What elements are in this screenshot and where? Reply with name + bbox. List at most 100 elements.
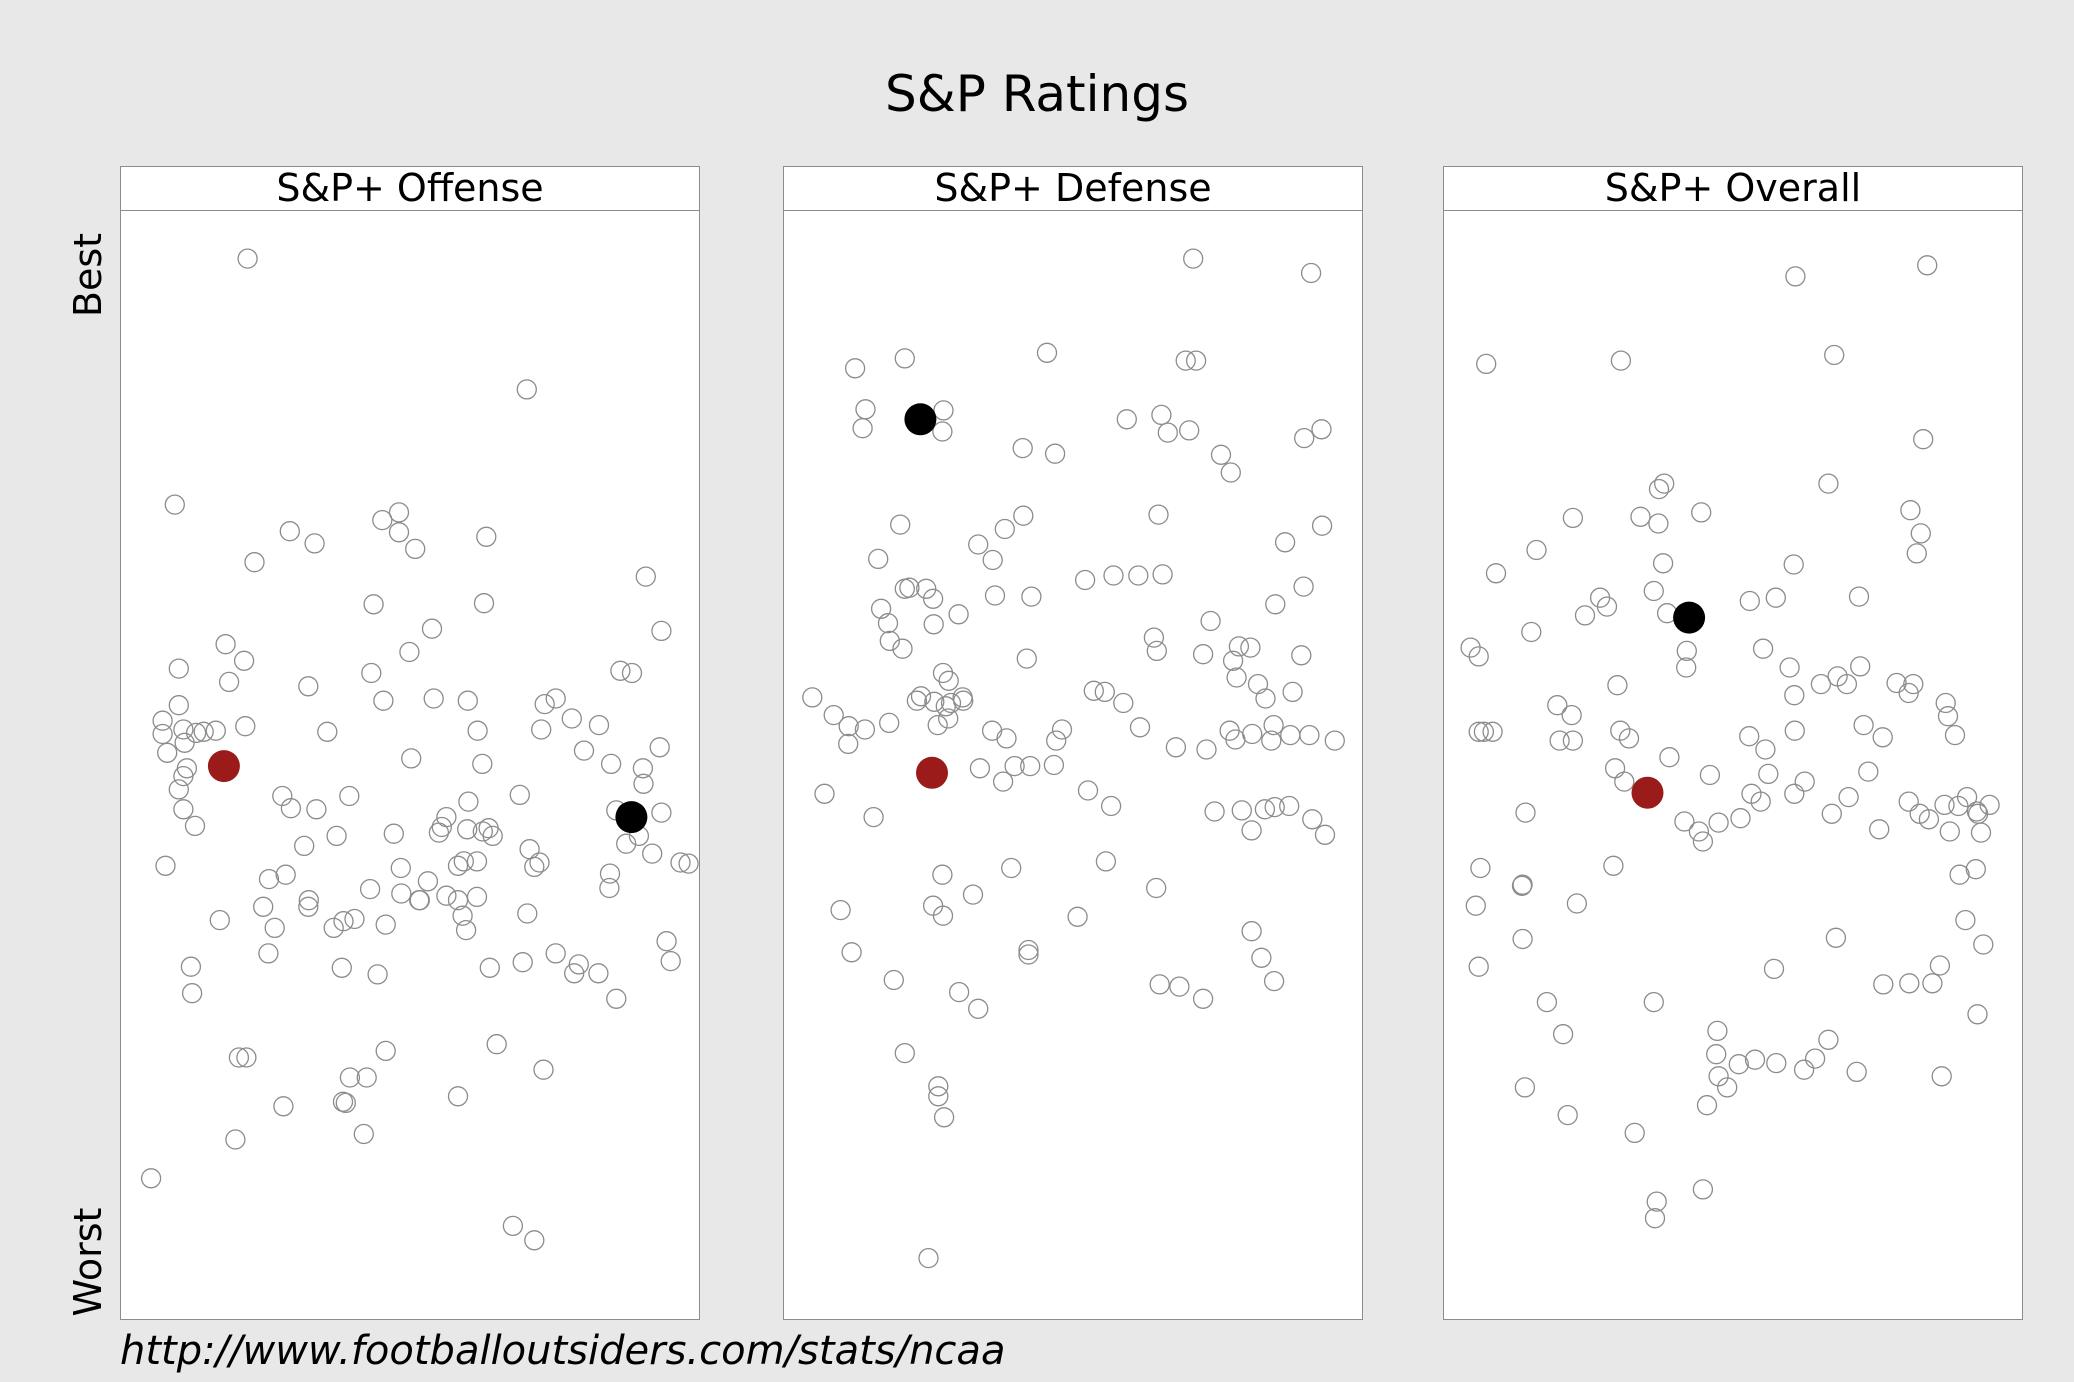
offense-scatter-plot: [140, 248, 699, 1251]
team-point: [844, 358, 866, 379]
team-point: [1294, 427, 1315, 449]
team-point: [1311, 515, 1333, 536]
team-point: [1899, 973, 1920, 994]
team-point: [253, 896, 274, 917]
team-point: [391, 883, 412, 904]
team-point: [467, 720, 488, 741]
team-point: [922, 588, 944, 609]
team-point: [155, 855, 176, 876]
team-point: [1511, 875, 1533, 896]
team-point: [237, 248, 258, 269]
team-point: [1562, 507, 1584, 529]
team-point: [1482, 721, 1503, 742]
team-point: [1610, 720, 1631, 741]
team-point: [140, 1168, 162, 1189]
team-point: [854, 719, 876, 740]
team-point: [1692, 831, 1714, 852]
team-point: [852, 418, 873, 439]
team-point: [375, 914, 396, 935]
team-point: [1918, 809, 1940, 830]
team-point: [1179, 420, 1200, 441]
team-point: [1067, 906, 1088, 927]
team-point: [1515, 802, 1536, 823]
team-point: [1094, 681, 1115, 703]
team-point: [399, 641, 420, 663]
team-point: [1630, 506, 1651, 527]
team-point: [838, 733, 859, 755]
team-point: [1280, 724, 1301, 746]
team-point: [184, 815, 206, 837]
team-point: [670, 852, 691, 873]
team-point: [1222, 650, 1244, 671]
team-point: [1648, 478, 1670, 500]
team-point: [1148, 504, 1169, 525]
team-point: [1944, 724, 1966, 746]
team-point: [405, 538, 426, 560]
team-point: [367, 964, 388, 985]
team-point: [982, 549, 1003, 571]
team-point: [1185, 350, 1207, 371]
team-point: [1825, 927, 1847, 948]
team-point: [1785, 266, 1806, 287]
team-point: [841, 942, 862, 963]
team-point: [1692, 1179, 1714, 1200]
team-point: [1744, 1049, 1766, 1070]
team-point: [168, 695, 189, 716]
team-point: [1204, 801, 1225, 822]
team-point: [1784, 685, 1805, 706]
team-point: [519, 839, 540, 860]
team-point: [1610, 350, 1632, 371]
team-point: [1095, 851, 1117, 872]
team-point: [1574, 605, 1596, 626]
team-point: [452, 905, 473, 926]
team-point: [1152, 564, 1173, 585]
team-point: [1036, 342, 1058, 363]
panel-defense: S&P+ Defense: [783, 166, 1363, 1320]
team-point: [524, 856, 545, 878]
team-point: [457, 690, 478, 711]
team-point: [922, 895, 944, 916]
team-point: [1750, 791, 1771, 812]
team-point: [1818, 473, 1839, 494]
team-point: [1818, 1029, 1839, 1050]
team-point: [632, 758, 654, 779]
team-point: [899, 577, 920, 598]
team-point: [1618, 728, 1640, 749]
team-point: [1220, 462, 1241, 483]
team-point: [1169, 976, 1190, 997]
team-point: [1939, 821, 1960, 842]
team-point: [258, 868, 280, 890]
team-point: [1547, 695, 1568, 716]
team-point: [1707, 1020, 1728, 1042]
team-point: [1241, 921, 1262, 942]
team-point: [1624, 1122, 1645, 1144]
team-point: [1077, 780, 1099, 801]
team-point: [564, 963, 585, 984]
team-point: [466, 851, 488, 872]
team-point: [273, 1096, 294, 1117]
team-point: [1708, 1066, 1729, 1087]
team-point: [1872, 727, 1893, 748]
team-point: [883, 969, 904, 991]
team-point: [1018, 944, 1039, 965]
team-point: [1965, 859, 1986, 880]
team-point: [1699, 764, 1721, 786]
team-point: [1821, 803, 1842, 824]
source-url: http://www.footballoutsiders.com/stats/n…: [120, 1328, 1006, 1374]
team-point: [1274, 532, 1296, 553]
team-point: [981, 720, 1003, 741]
team-point: [431, 816, 452, 838]
team-point: [802, 687, 823, 708]
team-point: [933, 1107, 955, 1128]
team-point: [258, 943, 279, 964]
team-point: [1012, 437, 1033, 459]
team-point: [545, 943, 566, 964]
team-point: [326, 825, 347, 847]
team-point: [1917, 255, 1938, 276]
team-point: [1196, 739, 1217, 760]
highlight-point-black: [615, 801, 648, 834]
team-point: [1226, 667, 1247, 688]
panel-offense-title: S&P+ Offense: [121, 167, 699, 211]
team-point: [838, 716, 859, 737]
team-point: [1263, 714, 1284, 736]
